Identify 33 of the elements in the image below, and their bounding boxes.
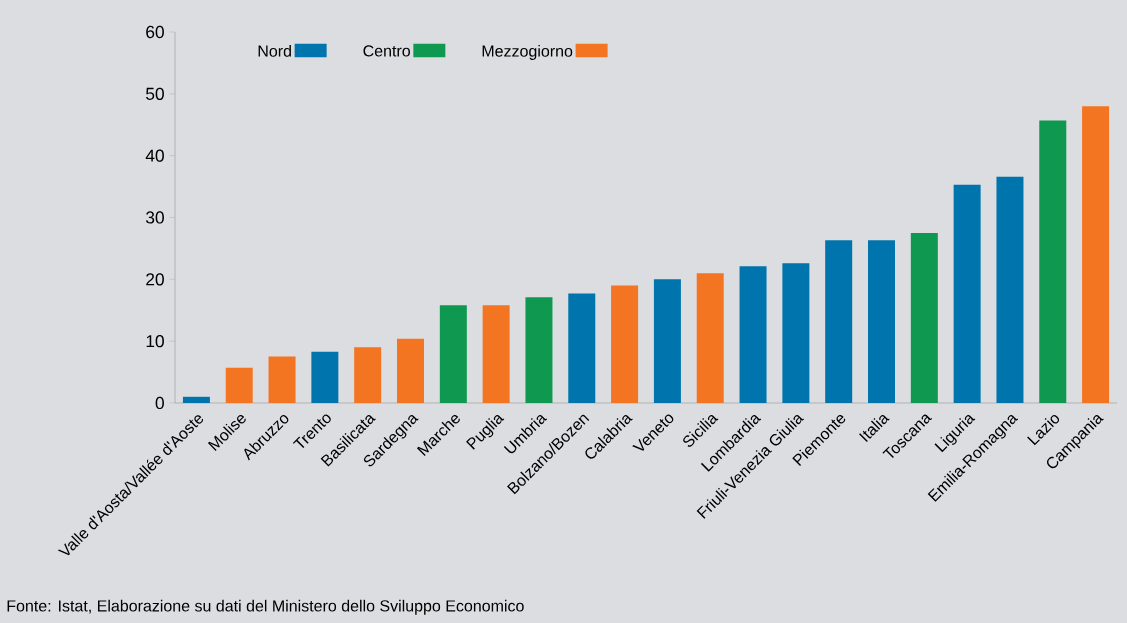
legend-label: Mezzogiorno: [482, 45, 573, 60]
bar: [397, 338, 424, 403]
bar: [354, 347, 382, 403]
bar: [482, 305, 510, 403]
bar: [1082, 106, 1110, 403]
bar: [910, 232, 938, 403]
bar: [782, 263, 810, 403]
bar: [268, 356, 296, 403]
bar: [225, 367, 253, 403]
bar: [568, 293, 596, 403]
y-tick-label: 30: [146, 211, 164, 224]
bar: [611, 285, 639, 403]
legend-label: Centro: [363, 45, 410, 57]
bar: [182, 396, 210, 403]
bar: [653, 279, 681, 403]
bar: [739, 266, 767, 403]
bar: [696, 273, 724, 403]
y-tick-label: 0: [155, 396, 164, 410]
y-tick-label: 10: [146, 335, 164, 348]
source-note: Fonte: Istat, Elaborazione su dati del Ministero dello Sviluppo Economico: [7, 599, 524, 615]
legend-label: Nord: [258, 45, 291, 57]
bar: [868, 240, 895, 403]
bar: [996, 176, 1024, 403]
bar: [311, 351, 339, 403]
bar: [953, 184, 981, 403]
y-tick-label: 40: [145, 149, 164, 162]
bar: [439, 305, 467, 403]
y-tick-label: 20: [146, 273, 164, 286]
bar: [825, 240, 853, 403]
y-tick-label: 50: [146, 87, 164, 100]
y-tick-label: 60: [146, 25, 164, 39]
bar: [1039, 120, 1067, 403]
bar: [525, 297, 553, 403]
